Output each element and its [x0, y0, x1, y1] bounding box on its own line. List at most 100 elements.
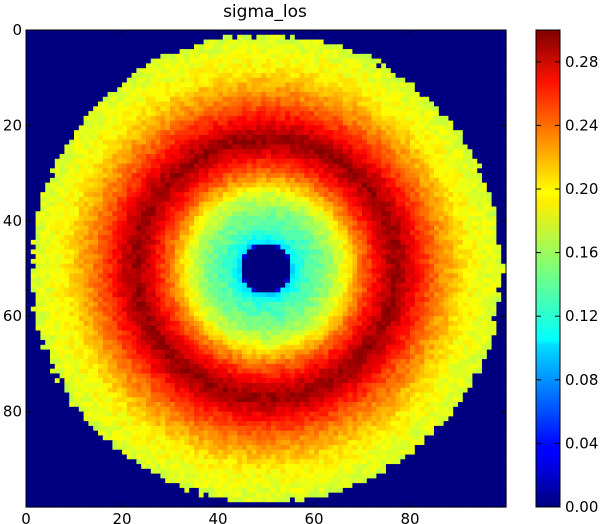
heatmap-cell [462, 187, 469, 193]
heatmap-cell [352, 239, 358, 246]
heatmap-cell [136, 68, 142, 74]
heatmap-cell [467, 134, 473, 141]
heatmap-cell [453, 249, 459, 255]
heatmap-cell [50, 101, 56, 107]
heatmap-cell [218, 63, 224, 69]
heatmap-cell [222, 192, 229, 198]
heatmap-cell [342, 144, 349, 150]
heatmap-cell [179, 211, 185, 217]
heatmap-cell [64, 168, 70, 174]
heatmap-cell [323, 196, 329, 203]
heatmap-cell [496, 182, 502, 189]
heatmap-cell [69, 82, 75, 88]
heatmap-cell [323, 235, 329, 241]
heatmap-cell [323, 39, 329, 45]
heatmap-cell [491, 96, 497, 103]
heatmap-cell [232, 149, 238, 155]
heatmap-cell [501, 82, 507, 88]
heatmap-cell [270, 120, 277, 126]
heatmap-cell [30, 106, 37, 112]
heatmap-cell [362, 173, 368, 179]
heatmap-cell [453, 196, 459, 203]
heatmap-cell [275, 63, 281, 69]
heatmap-cell [194, 96, 200, 103]
heatmap-cell [54, 206, 61, 212]
heatmap-cell [362, 182, 368, 189]
heatmap-cell [285, 182, 291, 189]
heatmap-cell [30, 220, 37, 227]
heatmap-cell [270, 49, 277, 55]
heatmap-cell [309, 125, 315, 131]
heatmap-cell [376, 235, 382, 241]
heatmap-cell [280, 130, 286, 136]
heatmap-cell [386, 63, 392, 69]
heatmap-cell [309, 254, 315, 260]
heatmap-cell [150, 258, 157, 265]
heatmap-cell [429, 158, 435, 165]
heatmap-cell [467, 68, 473, 74]
heatmap-cell [275, 216, 281, 222]
heatmap-cell [117, 44, 123, 50]
heatmap-cell [30, 249, 37, 255]
heatmap-cell [338, 211, 344, 217]
heatmap-cell [165, 244, 171, 251]
heatmap-cell [40, 220, 46, 227]
heatmap-cell [112, 106, 118, 112]
heatmap-cell [189, 258, 195, 265]
heatmap-cell [112, 34, 118, 41]
heatmap-cell [280, 139, 286, 146]
heatmap-cell [227, 149, 233, 155]
heatmap-cell [467, 149, 473, 155]
heatmap-cell [122, 216, 128, 222]
heatmap-cell [237, 130, 243, 136]
heatmap-cell [155, 206, 161, 212]
heatmap-cell [184, 49, 190, 55]
heatmap-cell [165, 77, 171, 84]
heatmap-cell [486, 30, 493, 36]
heatmap-cell [131, 158, 137, 165]
heatmap-cell [443, 187, 449, 193]
heatmap-cell [64, 87, 70, 93]
heatmap-cell [347, 258, 353, 265]
heatmap-cell [93, 220, 99, 227]
heatmap-cell [472, 106, 478, 112]
heatmap-cell [160, 216, 166, 222]
heatmap-cell [414, 192, 421, 198]
heatmap-cell [189, 225, 195, 231]
heatmap-cell [136, 106, 142, 112]
heatmap-cell [333, 239, 339, 246]
heatmap-cell [131, 225, 137, 231]
heatmap-cell [40, 196, 46, 203]
heatmap-cell [501, 158, 507, 165]
heatmap-cell [160, 196, 166, 203]
heatmap-cell [50, 87, 56, 93]
heatmap-cell [280, 44, 286, 50]
heatmap-cell [366, 82, 373, 88]
heatmap-cell [491, 220, 497, 227]
heatmap-cell [395, 225, 401, 231]
heatmap-cell [376, 49, 382, 55]
heatmap-cell [146, 125, 152, 131]
heatmap-cell [26, 82, 32, 88]
heatmap-cell [122, 263, 128, 270]
heatmap-cell [141, 82, 147, 88]
heatmap-cell [45, 220, 51, 227]
heatmap-cell [218, 158, 224, 165]
heatmap-cell [256, 72, 262, 79]
heatmap-cell [150, 82, 157, 88]
heatmap-cell [477, 230, 483, 236]
heatmap-cell [179, 206, 185, 212]
heatmap-cell [93, 230, 99, 236]
heatmap-cell [405, 120, 411, 126]
heatmap-cell [59, 263, 65, 270]
heatmap-cell [150, 49, 157, 55]
heatmap-cell [208, 134, 214, 141]
heatmap-cell [338, 239, 344, 246]
heatmap-cell [131, 254, 137, 260]
heatmap-cell [304, 68, 310, 74]
heatmap-cell [170, 196, 176, 203]
heatmap-cell [59, 206, 65, 212]
heatmap-cell [198, 177, 205, 184]
heatmap-cell [467, 101, 473, 107]
heatmap-cell [309, 111, 315, 117]
